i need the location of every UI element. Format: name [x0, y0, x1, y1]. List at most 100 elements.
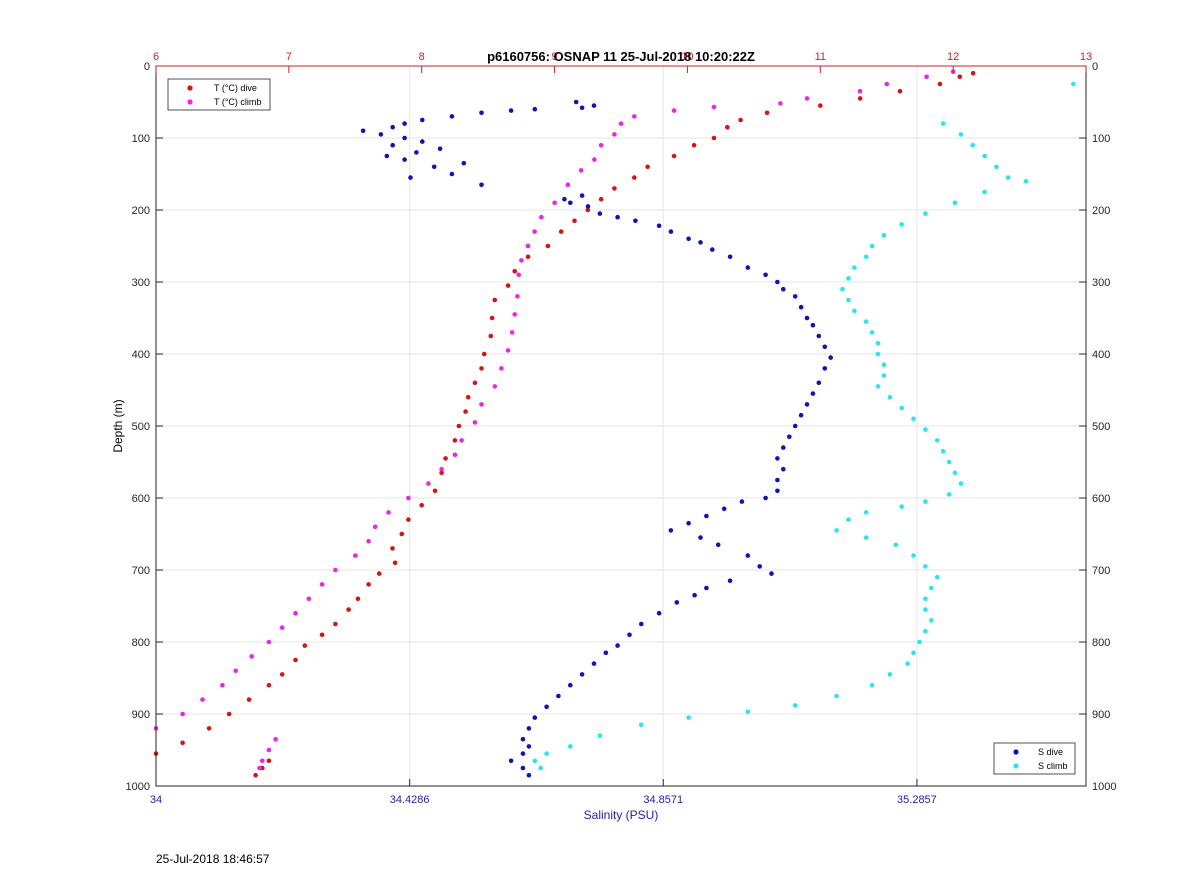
point-t-dive	[439, 470, 444, 476]
point-s-dive	[591, 661, 597, 666]
point-s-climb	[875, 340, 881, 346]
tick-label-temperature: 8	[419, 51, 425, 63]
point-s-dive	[816, 333, 822, 339]
point-s-climb	[881, 373, 887, 378]
point-t-climb	[479, 402, 484, 407]
point-s-dive	[615, 214, 620, 220]
tick-label-depth-right: 500	[1092, 421, 1110, 433]
point-s-climb	[982, 189, 987, 195]
point-s-climb	[899, 405, 904, 411]
point-s-climb	[970, 142, 975, 148]
point-s-dive	[431, 164, 437, 170]
point-t-climb	[273, 736, 278, 742]
point-s-dive	[639, 621, 644, 627]
point-s-climb	[745, 709, 751, 715]
legend-s-climb-label: S climb	[1038, 761, 1068, 771]
point-t-climb	[539, 214, 544, 220]
point-t-dive	[432, 488, 438, 494]
point-s-dive	[461, 160, 467, 166]
point-s-climb	[952, 200, 958, 206]
point-s-climb	[934, 574, 940, 580]
point-t-climb	[439, 466, 444, 472]
y-axis-label: Depth (m)	[111, 399, 125, 452]
legend-t-climb-label: T (°C) climb	[214, 97, 261, 107]
point-s-climb	[846, 297, 851, 303]
point-s-dive	[745, 265, 751, 270]
point-s-climb	[958, 481, 964, 486]
point-t-dive	[376, 571, 382, 576]
point-s-climb	[923, 211, 928, 216]
point-s-dive	[781, 286, 786, 292]
point-s-climb	[544, 751, 549, 756]
point-s-climb	[852, 308, 857, 314]
legend-temperature-box	[167, 78, 271, 111]
axis-tick-labels: 34 34.4286 34.8571 35.2857 0 0 100 100 200 200 300…	[126, 51, 1117, 806]
point-t-climb	[472, 420, 478, 425]
point-t-dive	[346, 607, 351, 612]
tick-label-depth-left: 1000	[126, 781, 150, 793]
point-s-dive	[704, 513, 709, 519]
point-s-dive	[615, 643, 620, 648]
tick-label-depth-left: 800	[132, 637, 150, 649]
point-t-dive	[293, 657, 298, 663]
point-s-dive	[798, 304, 804, 310]
point-s-dive	[627, 632, 632, 638]
point-s-dive	[384, 153, 390, 159]
point-s-climb	[852, 265, 857, 270]
point-s-climb	[686, 715, 691, 720]
point-s-dive	[562, 196, 567, 202]
point-t-climb	[459, 438, 464, 443]
point-s-dive	[698, 535, 703, 540]
point-t-climb	[505, 348, 511, 353]
tick-label-depth-right: 1000	[1092, 781, 1116, 793]
point-s-dive	[597, 211, 603, 216]
point-s-dive	[698, 240, 703, 245]
point-s-dive	[532, 106, 538, 112]
point-s-dive	[526, 726, 532, 731]
tick-label-depth-left: 900	[132, 709, 150, 721]
point-t-climb	[266, 639, 272, 645]
point-s-climb	[923, 596, 928, 602]
point-s-climb	[863, 254, 869, 260]
point-s-dive	[568, 200, 573, 206]
point-t-dive	[479, 366, 484, 371]
point-t-dive	[206, 726, 212, 731]
point-s-climb	[923, 628, 928, 634]
point-s-dive	[378, 132, 384, 137]
point-s-climb	[792, 703, 798, 708]
point-t-dive	[957, 74, 963, 80]
footer-timestamp: 25-Jul-2018 18:46:57	[156, 852, 270, 866]
point-s-dive	[763, 272, 768, 278]
point-s-climb	[923, 607, 928, 612]
tick-label-depth-right: 400	[1092, 349, 1110, 361]
data-points	[153, 69, 1076, 778]
legend-s-dive-label: S dive	[1038, 747, 1063, 757]
tick-label-depth-left: 200	[132, 205, 150, 217]
point-s-climb	[952, 470, 958, 476]
point-s-dive	[390, 142, 396, 148]
point-t-dive	[572, 218, 577, 224]
point-t-dive	[266, 682, 272, 688]
point-t-climb	[499, 366, 504, 371]
point-s-dive	[781, 445, 786, 450]
tick-label-depth-right: 700	[1092, 565, 1110, 577]
point-t-dive	[488, 333, 494, 339]
point-t-dive	[585, 207, 591, 213]
point-t-dive	[857, 96, 863, 101]
point-s-climb	[899, 504, 904, 509]
point-t-dive	[246, 697, 252, 702]
point-t-climb	[592, 157, 597, 162]
tick-label-depth-left: 600	[132, 493, 150, 505]
point-t-dive	[443, 456, 448, 461]
point-t-climb	[804, 96, 810, 101]
point-t-climb	[220, 682, 225, 688]
tick-label-depth-right: 0	[1092, 61, 1098, 73]
axis-ticks	[155, 65, 1087, 787]
point-t-climb	[257, 765, 262, 771]
point-s-dive	[792, 294, 798, 299]
point-s-dive	[526, 744, 532, 749]
point-s-dive	[781, 466, 786, 472]
legend-t-climb-marker	[187, 99, 193, 105]
tick-label-salinity: 34.4286	[390, 794, 430, 806]
point-s-dive	[591, 103, 597, 108]
